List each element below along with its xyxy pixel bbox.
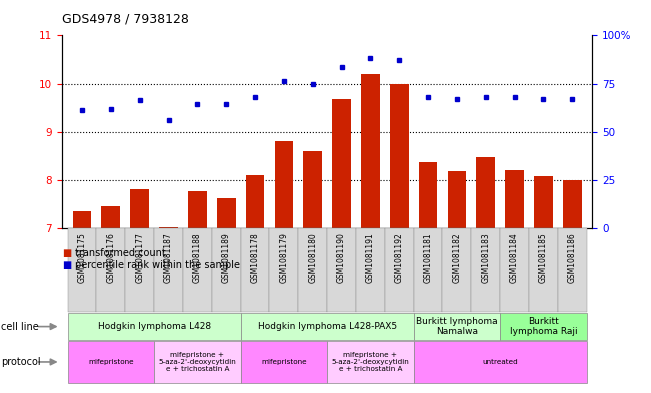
Text: Hodgkin lymphoma L428: Hodgkin lymphoma L428 — [98, 322, 211, 331]
Bar — [154, 228, 183, 312]
Bar — [332, 99, 351, 228]
Text: GSM1081175: GSM1081175 — [77, 232, 87, 283]
Bar — [241, 228, 270, 312]
Text: GSM1081186: GSM1081186 — [568, 232, 577, 283]
Text: ■: ■ — [62, 260, 71, 270]
Bar — [419, 162, 437, 228]
Text: mifepristone +
5-aza-2'-deoxycytidin
e + trichostatin A: mifepristone + 5-aza-2'-deoxycytidin e +… — [331, 352, 409, 372]
Bar — [241, 313, 413, 340]
Bar — [125, 228, 154, 312]
Text: GSM1081188: GSM1081188 — [193, 232, 202, 283]
Bar — [558, 228, 587, 312]
Text: GSM1081179: GSM1081179 — [279, 232, 288, 283]
Bar — [212, 228, 241, 312]
Text: mifepristone: mifepristone — [88, 359, 133, 365]
Text: mifepristone: mifepristone — [261, 359, 307, 365]
Text: GSM1081189: GSM1081189 — [222, 232, 230, 283]
Bar — [471, 228, 500, 312]
Bar — [73, 211, 91, 228]
Bar — [390, 84, 409, 228]
Bar — [130, 189, 149, 228]
Bar — [327, 341, 413, 383]
Bar — [443, 228, 471, 312]
Bar — [298, 228, 327, 312]
Text: mifepristone +
5-aza-2'-deoxycytidin
e + trichostatin A: mifepristone + 5-aza-2'-deoxycytidin e +… — [158, 352, 236, 372]
Bar — [500, 228, 529, 312]
Text: GSM1081181: GSM1081181 — [424, 232, 432, 283]
Text: transformed count: transformed count — [75, 248, 165, 259]
Bar — [563, 180, 581, 228]
Text: GDS4978 / 7938128: GDS4978 / 7938128 — [62, 13, 189, 26]
Bar — [154, 341, 241, 383]
Text: GSM1081191: GSM1081191 — [366, 232, 375, 283]
Text: percentile rank within the sample: percentile rank within the sample — [75, 260, 240, 270]
Bar — [183, 228, 212, 312]
Text: Hodgkin lymphoma L428-PAX5: Hodgkin lymphoma L428-PAX5 — [258, 322, 396, 331]
Text: protocol: protocol — [1, 357, 41, 367]
Bar — [361, 74, 380, 228]
Bar — [356, 228, 385, 312]
Bar — [534, 176, 553, 228]
Text: Burkitt
lymphoma Raji: Burkitt lymphoma Raji — [510, 317, 577, 336]
Text: GSM1081190: GSM1081190 — [337, 232, 346, 283]
Text: Burkitt lymphoma
Namalwa: Burkitt lymphoma Namalwa — [416, 317, 498, 336]
Text: GSM1081192: GSM1081192 — [395, 232, 404, 283]
Bar — [413, 341, 587, 383]
Text: GSM1081183: GSM1081183 — [481, 232, 490, 283]
Bar — [303, 151, 322, 228]
Text: GSM1081180: GSM1081180 — [308, 232, 317, 283]
Bar — [275, 141, 293, 228]
Text: GSM1081182: GSM1081182 — [452, 232, 462, 283]
Text: untreated: untreated — [482, 359, 518, 365]
Text: ■: ■ — [62, 248, 71, 259]
Bar — [245, 175, 264, 228]
Text: GSM1081185: GSM1081185 — [539, 232, 548, 283]
Bar — [500, 313, 587, 340]
Bar — [241, 341, 327, 383]
Bar — [102, 206, 120, 228]
Bar — [327, 228, 356, 312]
Bar — [413, 313, 500, 340]
Bar — [477, 157, 495, 228]
Bar — [447, 171, 466, 228]
Bar — [188, 191, 207, 228]
Bar — [96, 228, 125, 312]
Text: cell line: cell line — [1, 321, 39, 332]
Bar — [159, 227, 178, 228]
Text: GSM1081176: GSM1081176 — [106, 232, 115, 283]
Bar — [270, 228, 298, 312]
Bar — [529, 228, 558, 312]
Bar — [413, 228, 443, 312]
Bar — [68, 228, 96, 312]
Text: GSM1081178: GSM1081178 — [251, 232, 260, 283]
Text: GSM1081177: GSM1081177 — [135, 232, 145, 283]
Bar — [217, 198, 236, 228]
Bar — [68, 313, 241, 340]
Bar — [505, 170, 524, 228]
Text: GSM1081187: GSM1081187 — [164, 232, 173, 283]
Text: GSM1081184: GSM1081184 — [510, 232, 519, 283]
Bar — [385, 228, 413, 312]
Bar — [68, 341, 154, 383]
